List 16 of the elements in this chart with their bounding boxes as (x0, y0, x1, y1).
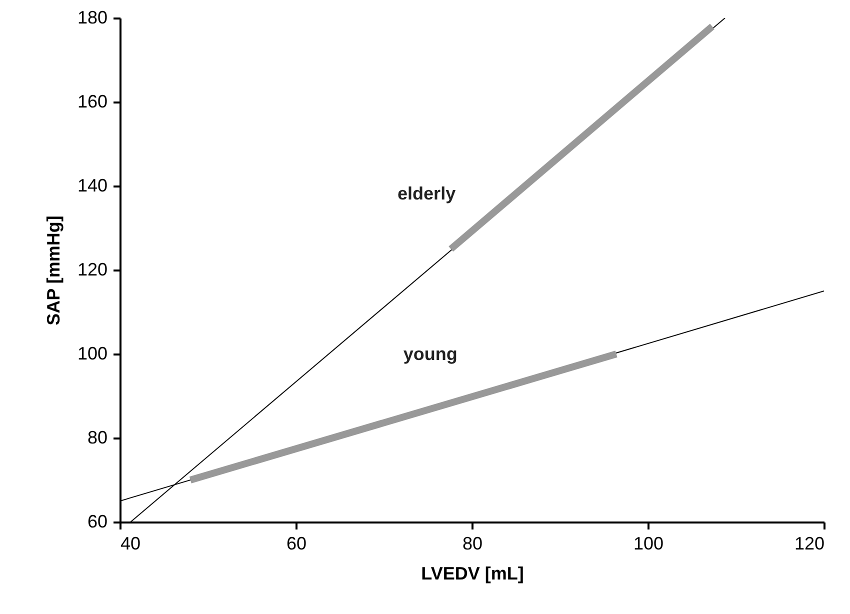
x-tick-label: 60 (286, 534, 307, 554)
y-axis-title: SAP [mmHg] (43, 216, 64, 326)
y-tick-label: 60 (87, 512, 108, 532)
x-tick-label: 80 (462, 534, 483, 554)
y-tick-label: 80 (87, 428, 108, 448)
y-tick-label: 180 (77, 8, 108, 28)
y-tick-label: 120 (77, 260, 108, 280)
x-axis-title: LVEDV [mL] (421, 564, 524, 584)
x-tick-label: 120 (794, 534, 824, 554)
y-tick-label: 100 (77, 344, 108, 364)
series-label: elderly (398, 184, 456, 204)
x-tick-label: 100 (633, 534, 664, 554)
x-tick-label: 40 (120, 534, 141, 554)
y-tick-label: 140 (77, 176, 108, 196)
y-tick-label: 160 (77, 92, 108, 112)
series-label: young (403, 344, 458, 364)
